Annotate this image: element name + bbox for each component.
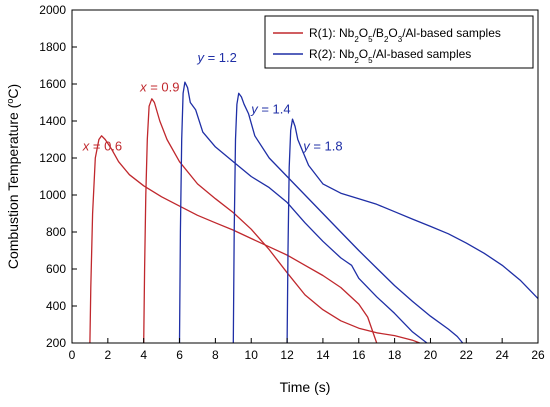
x-tick-label: 26 [531, 348, 545, 362]
annotation-label: x = 0.6 [82, 139, 122, 154]
legend-label: R(1): Nb2O5/B2O3/Al-based samples [309, 26, 501, 44]
x-tick-label: 4 [140, 348, 147, 362]
y-tick-label: 600 [46, 262, 66, 276]
annotation-label: y = 1.4 [250, 102, 290, 117]
y-tick-label: 1800 [39, 40, 66, 54]
y-tick-label: 1600 [39, 77, 66, 91]
y-axis-title-main: Combustion Temperature ( [5, 103, 21, 269]
y-tick-label: 800 [46, 225, 66, 239]
legend: R(1): Nb2O5/B2O3/Al-based samples R(2): N… [264, 15, 534, 69]
y-tick-label: 1000 [39, 188, 66, 202]
annotation-label: y = 1.8 [302, 139, 342, 154]
annotation-layer: x = 0.6 x = 0.9 y = 1.2 y = 1.4 y = 1.8 [82, 50, 343, 154]
y-axis-title-tail: C) [5, 84, 21, 99]
plot-frame [71, 9, 539, 344]
x-tick-label: 18 [388, 348, 402, 362]
x-axis-title: Time (s) [280, 379, 331, 395]
legend-box [264, 15, 534, 69]
x-tick-label: 6 [176, 348, 183, 362]
y-axis-title-unit: o [5, 99, 15, 104]
annotation-label: y = 1.2 [196, 50, 236, 65]
x-tick-label: 22 [460, 348, 474, 362]
series-line-1 [89, 135, 378, 344]
series-line-4 [232, 92, 464, 344]
tick-layer: 0 2 4 6 8 10 12 14 16 18 20 22 24 2620040060080010001… [39, 3, 545, 362]
series-line-2 [143, 98, 420, 344]
y-tick-label: 1400 [39, 114, 66, 128]
x-tick-label: 14 [316, 348, 330, 362]
annotation-label: x = 0.9 [139, 79, 179, 94]
x-tick-label: 10 [245, 348, 259, 362]
y-tick-label: 400 [46, 299, 66, 313]
y-tick-label: 200 [46, 336, 66, 350]
x-tick-label: 2 [105, 348, 112, 362]
x-tick-label: 8 [212, 348, 219, 362]
y-tick-label: 2000 [39, 3, 66, 17]
x-tick-label: 16 [352, 348, 366, 362]
x-tick-label: 20 [424, 348, 438, 362]
series-layer [89, 81, 539, 344]
x-tick-label: 0 [69, 348, 76, 362]
y-axis-title: Combustion Temperature (oC) [5, 84, 21, 269]
x-tick-label: 12 [280, 348, 294, 362]
y-tick-label: 1200 [39, 151, 66, 165]
series-line-5 [286, 118, 539, 344]
legend-label: R(2): Nb2O5/Al-based samples [309, 47, 471, 65]
series-line-3 [178, 81, 428, 344]
x-tick-label: 24 [495, 348, 509, 362]
